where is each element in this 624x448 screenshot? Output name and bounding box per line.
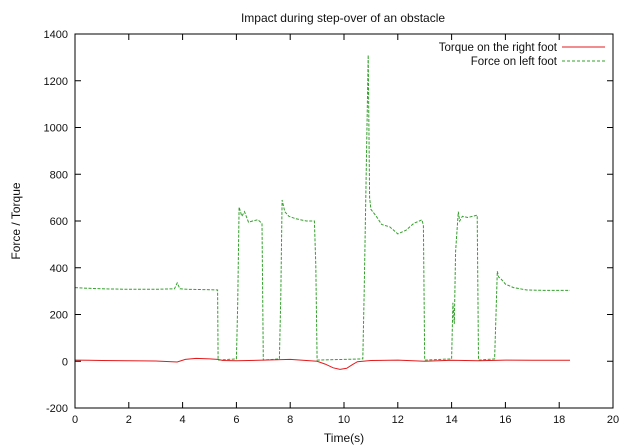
y-tick-label: 600 xyxy=(50,216,68,228)
y-tick-label: 1400 xyxy=(44,29,68,41)
x-tick-labels: 0 2 4 6 8 10 12 14 16 18 20 xyxy=(72,414,619,426)
series-line-torque-right-foot xyxy=(75,357,570,370)
x-tick-label: 20 xyxy=(607,414,619,426)
x-tick-label: 2 xyxy=(126,414,132,426)
x-tick-label: 6 xyxy=(233,414,239,426)
x-axis-label: Time(s) xyxy=(324,431,364,445)
x-tick-label: 0 xyxy=(72,414,78,426)
y-tick-label: 200 xyxy=(50,310,68,322)
y-axis-label: Force / Torque xyxy=(9,182,23,259)
legend-label-force-left-foot: Force on left foot xyxy=(471,56,558,68)
y-tick-label: 0 xyxy=(62,356,68,368)
x-tick-label: 4 xyxy=(180,414,186,426)
y-tick-label: 400 xyxy=(50,263,68,275)
x-tick-label: 14 xyxy=(445,414,457,426)
y-tick-label: -200 xyxy=(46,403,68,415)
chart-title: Impact during step-over of an obstacle xyxy=(241,11,445,25)
y-tick-label: 800 xyxy=(50,169,68,181)
x-tick-label: 10 xyxy=(338,414,350,426)
x-tick-label: 16 xyxy=(499,414,511,426)
plot-frame xyxy=(74,33,614,409)
legend: Torque on the right foot Force on left f… xyxy=(439,42,605,68)
y-tick-labels: -200 0 200 400 600 800 1000 1200 1400 xyxy=(44,29,68,415)
x-tick-label: 18 xyxy=(553,414,565,426)
x-tick-label: 8 xyxy=(287,414,293,426)
y-tick-label: 1000 xyxy=(44,123,68,135)
legend-label-torque-right-foot: Torque on the right foot xyxy=(439,42,558,54)
series-layer xyxy=(75,54,570,370)
y-tick-label: 1200 xyxy=(44,76,68,88)
x-tick-label: 12 xyxy=(392,414,404,426)
axis-ticks xyxy=(74,33,614,409)
series-line-force-left-foot xyxy=(75,54,570,361)
